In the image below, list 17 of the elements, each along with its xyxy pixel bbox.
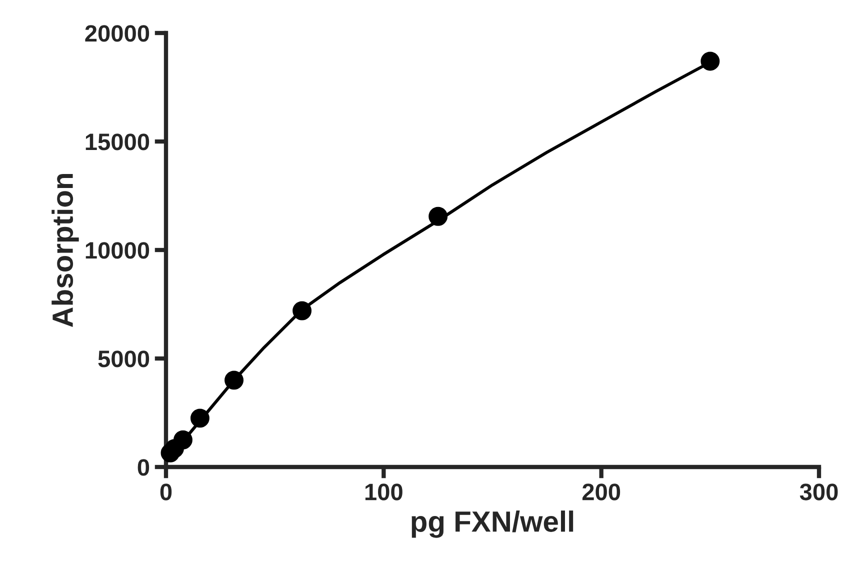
y-tick-label: 0 bbox=[138, 459, 150, 476]
x-tick-label: 100 bbox=[365, 484, 402, 500]
y-tick-label: 5000 bbox=[98, 350, 150, 368]
point bbox=[292, 301, 312, 320]
y-axis-title: Absorption bbox=[52, 174, 79, 328]
point bbox=[174, 430, 192, 450]
y-tick-label: 15000 bbox=[86, 134, 150, 150]
x-tick-label: 0 bbox=[160, 484, 172, 500]
x-tick-label: 200 bbox=[582, 484, 620, 500]
point bbox=[224, 370, 244, 390]
point bbox=[190, 408, 210, 428]
point bbox=[428, 206, 448, 226]
x-tick-label: 300 bbox=[800, 484, 838, 500]
point bbox=[700, 52, 720, 71]
x-axis-title: pg FXN/well bbox=[412, 510, 574, 538]
y-tick-label: 10000 bbox=[86, 242, 150, 259]
y-tick-label: 20000 bbox=[85, 25, 150, 42]
